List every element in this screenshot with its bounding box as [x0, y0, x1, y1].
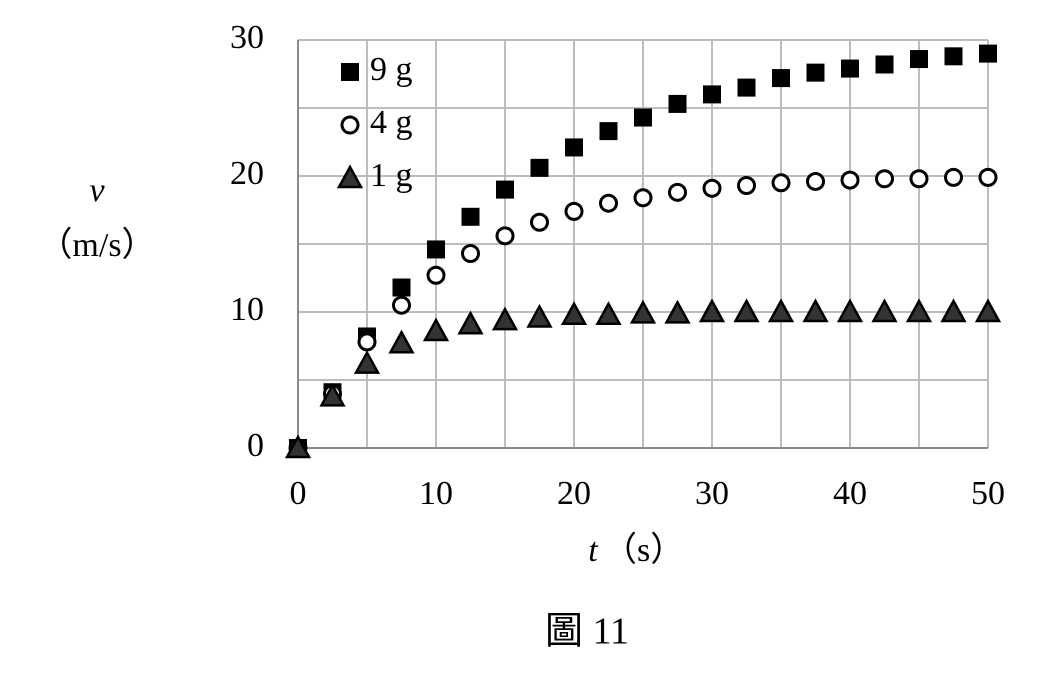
data-point — [940, 298, 967, 323]
data-point — [392, 278, 411, 297]
y-tick-label: 20 — [230, 155, 264, 192]
data-point — [427, 240, 445, 259]
data-point — [702, 178, 722, 198]
data-point — [634, 108, 652, 127]
data-point — [772, 69, 790, 88]
data-point — [698, 298, 726, 323]
data-point — [595, 301, 622, 325]
x-axis-symbol: t — [588, 532, 599, 569]
data-point — [496, 180, 514, 199]
legend-label: 1 g — [370, 157, 413, 194]
x-tick-label: 30 — [695, 475, 729, 512]
data-point — [564, 201, 584, 221]
data-point — [629, 299, 657, 324]
y-tick-label: 0 — [247, 427, 264, 464]
data-point — [806, 171, 825, 191]
legend-label: 9 g — [370, 51, 413, 88]
data-point — [668, 182, 687, 202]
data-point — [633, 188, 653, 208]
y-axis-symbol: v — [89, 172, 105, 209]
data-point — [905, 298, 933, 323]
data-point — [875, 55, 894, 74]
y-tick-label: 30 — [230, 19, 264, 56]
data-point — [910, 50, 928, 69]
data-point — [737, 78, 756, 97]
data-point — [806, 63, 825, 82]
data-point — [461, 207, 480, 226]
data-point — [491, 306, 519, 331]
x-axis-unit: （s） — [603, 531, 684, 569]
data-point — [530, 212, 549, 232]
data-point — [737, 176, 756, 196]
caption: 圖 11 — [545, 611, 629, 653]
data-point — [871, 298, 898, 323]
data-point — [599, 122, 618, 141]
data-point — [979, 44, 997, 63]
data-point — [392, 295, 411, 315]
data-point — [909, 169, 929, 189]
legend-marker — [341, 63, 359, 81]
data-point — [767, 298, 795, 323]
x-tick-label: 0 — [290, 475, 307, 512]
data-point — [565, 138, 583, 157]
data-point — [353, 350, 381, 374]
data-point — [495, 226, 515, 246]
data-point — [733, 298, 760, 323]
data-point — [664, 299, 691, 324]
data-point — [319, 382, 346, 407]
data-point — [875, 169, 894, 189]
data-point — [526, 303, 553, 328]
y-tick-label: 10 — [230, 291, 264, 328]
data-point — [944, 47, 963, 66]
x-tick-label: 20 — [557, 475, 591, 512]
data-point — [560, 301, 588, 325]
legend-label: 4 g — [370, 104, 413, 141]
x-tick-label: 10 — [419, 475, 453, 512]
data-point — [457, 310, 484, 335]
data-point — [841, 59, 859, 78]
data-point — [668, 94, 687, 113]
data-point — [284, 434, 312, 459]
data-point — [802, 298, 829, 323]
x-tick-label: 50 — [971, 475, 1005, 512]
data-point — [974, 298, 1002, 323]
data-point — [771, 173, 791, 193]
data-point — [530, 158, 549, 177]
x-tick-label: 40 — [833, 475, 867, 512]
data-point — [836, 298, 864, 323]
data-point — [978, 167, 998, 187]
data-point — [388, 329, 415, 354]
data-point — [422, 317, 450, 342]
data-point — [599, 193, 618, 213]
data-point — [461, 244, 480, 264]
data-point — [840, 170, 860, 190]
data-point — [357, 332, 377, 352]
legend-marker — [340, 115, 360, 135]
data-point — [703, 85, 721, 104]
data-point — [426, 265, 446, 285]
legend-marker — [336, 164, 364, 189]
data-point — [944, 167, 963, 187]
y-axis-unit: （m/s） — [38, 226, 155, 264]
